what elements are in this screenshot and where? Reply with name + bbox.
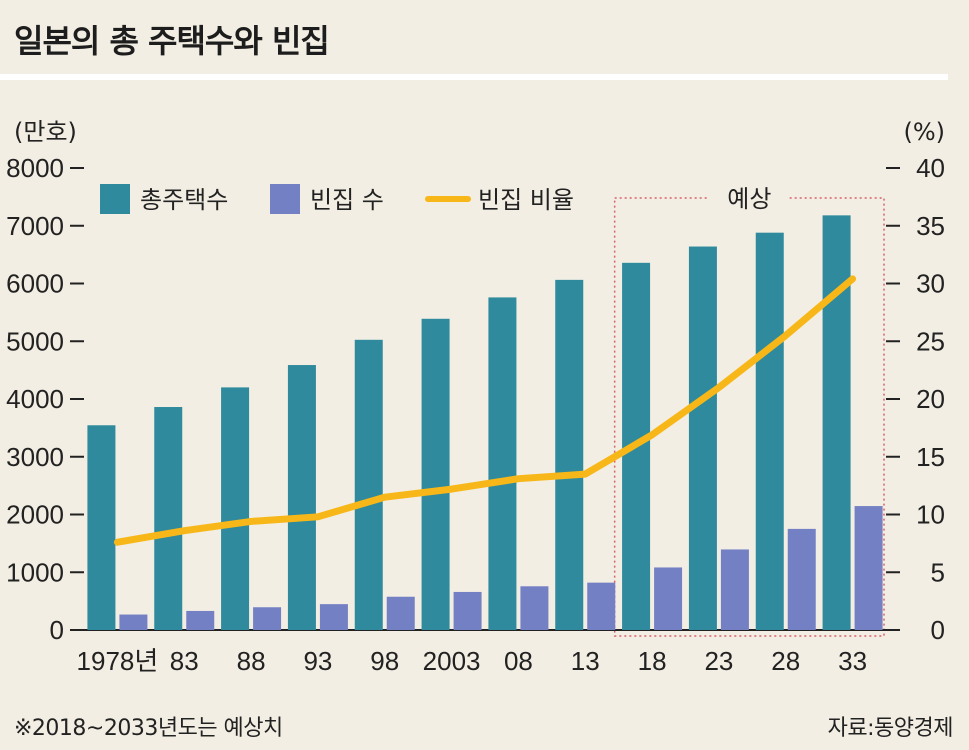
y-right-unit-label: (%) (903, 118, 945, 146)
footnote-source: 자료:동양경제 (827, 716, 954, 741)
x-tick-label: 08 (504, 646, 533, 676)
x-tick-label: 33 (838, 646, 867, 676)
legend-label-rate: 빈집 비율 (478, 186, 574, 214)
bar-total-housing (555, 279, 584, 630)
bar-vacant-houses (186, 610, 215, 630)
bar-vacant-houses (253, 607, 282, 630)
y-left-tick-label: 2000 (6, 500, 64, 530)
y-left-tick-label: 0 (50, 615, 64, 645)
y-right-tick-label: 40 (916, 153, 945, 183)
y-right-tick-label: 0 (931, 615, 945, 645)
y-right-tick-label: 15 (916, 442, 945, 472)
bar-vacant-houses (854, 506, 883, 630)
bar-vacant-houses (787, 528, 816, 630)
y-right-tick-label: 20 (916, 384, 945, 414)
x-tick-label: 18 (638, 646, 667, 676)
bar-vacant-houses (720, 549, 749, 630)
forecast-region-box (613, 197, 885, 637)
bar-vacant-houses (386, 596, 415, 630)
bar-vacant-houses (119, 614, 148, 630)
legend-label-vacant: 빈집 수 (310, 186, 384, 214)
y-left-tick-label: 7000 (6, 211, 64, 241)
chart: 예상 (만호) (%) 0 1000 2000 3000 4000 5000 6000 7000 8… (6, 118, 945, 676)
x-tick-label: 83 (170, 646, 199, 676)
bar-total-housing (421, 318, 450, 630)
y-left-tick-label: 4000 (6, 384, 64, 414)
bar-vacant-houses (520, 586, 549, 630)
bar-total-housing (354, 339, 383, 630)
x-tick-label: 23 (704, 646, 733, 676)
y-right-tick-label: 5 (931, 557, 945, 587)
bar-total-housing (221, 387, 250, 630)
y-left-tick-label: 3000 (6, 442, 64, 472)
bar-vacant-houses (587, 582, 616, 630)
bar-total-housing (688, 246, 717, 631)
y-right-tick-label: 35 (916, 211, 945, 241)
x-tick-label: 98 (370, 646, 399, 676)
y-left-tick-label: 5000 (6, 326, 64, 356)
y-left-unit-label: (만호) (14, 118, 77, 146)
bar-total-housing (87, 425, 116, 630)
bar-total-housing (154, 407, 183, 630)
forecast-label-bg (709, 184, 790, 214)
x-tick-label: 28 (771, 646, 800, 676)
bar-total-housing (488, 297, 517, 630)
title-divider (0, 74, 948, 80)
bar-total-housing (755, 232, 784, 630)
line-vacancy-rate (113, 275, 857, 546)
y-left-tick-label: 8000 (6, 153, 64, 183)
x-tick-label: 13 (571, 646, 600, 676)
footnote-forecast: ※2018~2033년도는 예상치 (14, 716, 283, 741)
x-tick-label: 88 (237, 646, 266, 676)
bar-total-housing (287, 365, 316, 630)
x-tick-label: 2003 (423, 646, 481, 676)
y-right-tick-label: 25 (916, 326, 945, 356)
x-tick-label: 93 (303, 646, 332, 676)
legend-swatch-total (100, 184, 130, 214)
forecast-label: 예상 (727, 185, 771, 213)
y-right-tick-label: 30 (916, 269, 945, 299)
bar-vacant-houses (319, 604, 348, 630)
chart-title: 일본의 총 주택수와 빈집 (14, 22, 330, 60)
x-tick-label: 1978년 (77, 646, 159, 676)
legend-swatch-vacant (270, 184, 300, 214)
legend-label-total: 총주택수 (140, 186, 228, 214)
bar-vacant-houses (453, 591, 482, 630)
y-left-tick-label: 1000 (6, 557, 64, 587)
bar-total-housing (822, 215, 851, 631)
bar-vacant-houses (654, 567, 683, 630)
y-right-tick-label: 10 (916, 500, 945, 530)
y-left-tick-label: 6000 (6, 269, 64, 299)
